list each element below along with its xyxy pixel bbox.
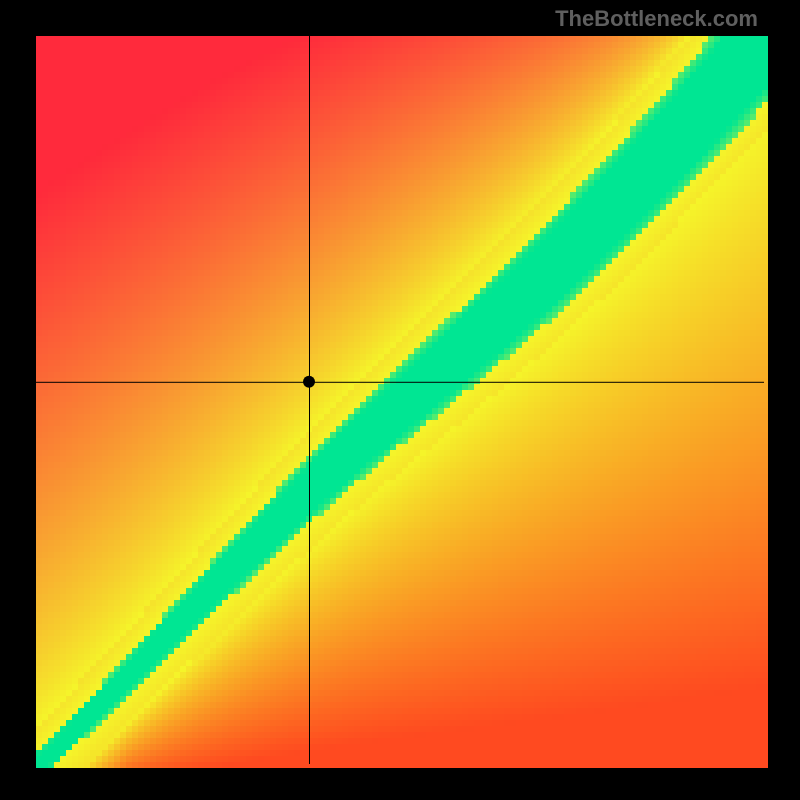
watermark-text: TheBottleneck.com [555, 6, 758, 32]
chart-container: { "watermark": { "text": "TheBottleneck.… [0, 0, 800, 800]
bottleneck-heatmap [0, 0, 800, 800]
